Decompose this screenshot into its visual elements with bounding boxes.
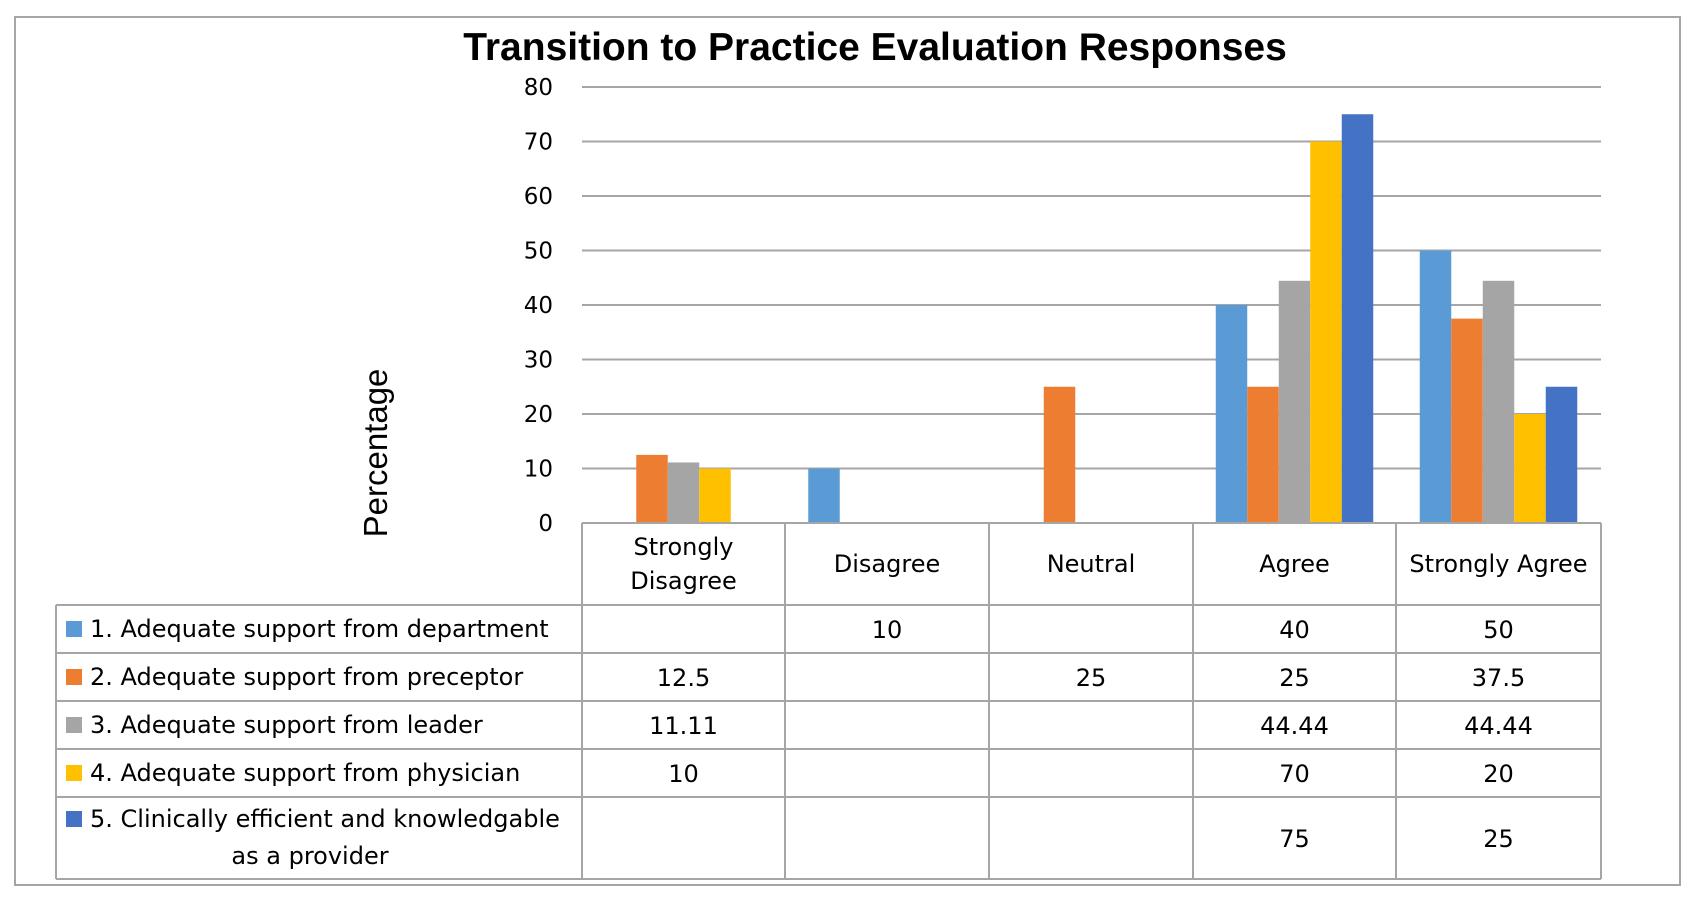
category-label: Agree <box>1259 550 1330 578</box>
bar-series-4 <box>1514 414 1546 523</box>
category-label-line: Neutral <box>1047 550 1136 578</box>
category-label: Strongly Disagree <box>630 533 736 595</box>
legend-label: as a provider <box>231 842 388 870</box>
bar-series-2 <box>1247 386 1279 523</box>
chart-frame <box>14 16 1681 886</box>
bar-series-4 <box>699 468 731 523</box>
category-label-line: Disagree <box>630 567 736 595</box>
y-tick-label: 70 <box>524 130 553 156</box>
category-label-line: Disagree <box>834 550 940 578</box>
bar-series-1 <box>1215 305 1248 523</box>
data-label: 25 <box>1279 664 1310 692</box>
data-label: 25 <box>1483 825 1514 853</box>
legend-label: 2. Adequate support from preceptor <box>90 663 523 691</box>
bar-series-2 <box>636 454 668 523</box>
bar-series-5 <box>1341 114 1374 523</box>
y-tick-label: 10 <box>524 457 553 483</box>
data-label: 40 <box>1279 616 1310 644</box>
bar-series-1 <box>1419 250 1452 523</box>
data-label: 20 <box>1483 760 1514 788</box>
legend-swatch-series-4 <box>66 765 82 781</box>
y-tick-label: 60 <box>524 184 553 210</box>
legend-swatch-series-2 <box>66 669 82 685</box>
bar-series-5 <box>1545 386 1578 523</box>
y-tick-label: 20 <box>524 402 553 428</box>
data-label: 12.5 <box>657 664 710 692</box>
data-label: 50 <box>1483 616 1514 644</box>
y-tick-label: 40 <box>524 293 553 319</box>
bar-series-1 <box>808 468 840 523</box>
y-tick-label: 80 <box>524 75 553 101</box>
category-label: Neutral <box>1047 550 1136 578</box>
bar-series-3 <box>1278 280 1311 523</box>
legend-label: 5. Clinically efficient and knowledgable <box>90 805 560 833</box>
data-label: 11.11 <box>649 712 718 740</box>
data-label: 10 <box>872 616 903 644</box>
bar-series-4 <box>1310 141 1342 523</box>
legend-swatch-series-3 <box>66 717 82 733</box>
data-label: 75 <box>1279 825 1310 853</box>
data-label: 70 <box>1279 760 1310 788</box>
y-tick-label: 30 <box>524 348 553 374</box>
category-label: Disagree <box>834 550 940 578</box>
legend-label: 4. Adequate support from physician <box>90 759 520 787</box>
y-tick-label: 0 <box>538 511 553 537</box>
category-label: Strongly Agree <box>1409 550 1587 578</box>
data-label: 37.5 <box>1472 664 1525 692</box>
legend-label: 3. Adequate support from leader <box>90 711 483 739</box>
bar-series-3 <box>667 462 700 523</box>
data-label: 44.44 <box>1260 712 1329 740</box>
category-label-line: Strongly Agree <box>1409 550 1587 578</box>
bar-series-3 <box>1482 280 1515 523</box>
bar-series-2 <box>1451 318 1483 523</box>
y-tick-label: 50 <box>524 239 553 265</box>
data-label: 25 <box>1076 664 1107 692</box>
data-label: 10 <box>668 760 699 788</box>
legend-label: 1. Adequate support from department <box>90 615 549 643</box>
category-label-line: Agree <box>1259 550 1330 578</box>
y-axis-label: Percentage <box>357 369 394 538</box>
bar-series-2 <box>1043 386 1076 523</box>
legend-swatch-series-1 <box>66 621 82 637</box>
data-label: 44.44 <box>1464 712 1533 740</box>
chart-title: Transition to Practice Evaluation Respon… <box>463 26 1287 69</box>
category-label-line: Strongly <box>634 533 734 561</box>
legend-swatch-series-5 <box>66 811 82 827</box>
